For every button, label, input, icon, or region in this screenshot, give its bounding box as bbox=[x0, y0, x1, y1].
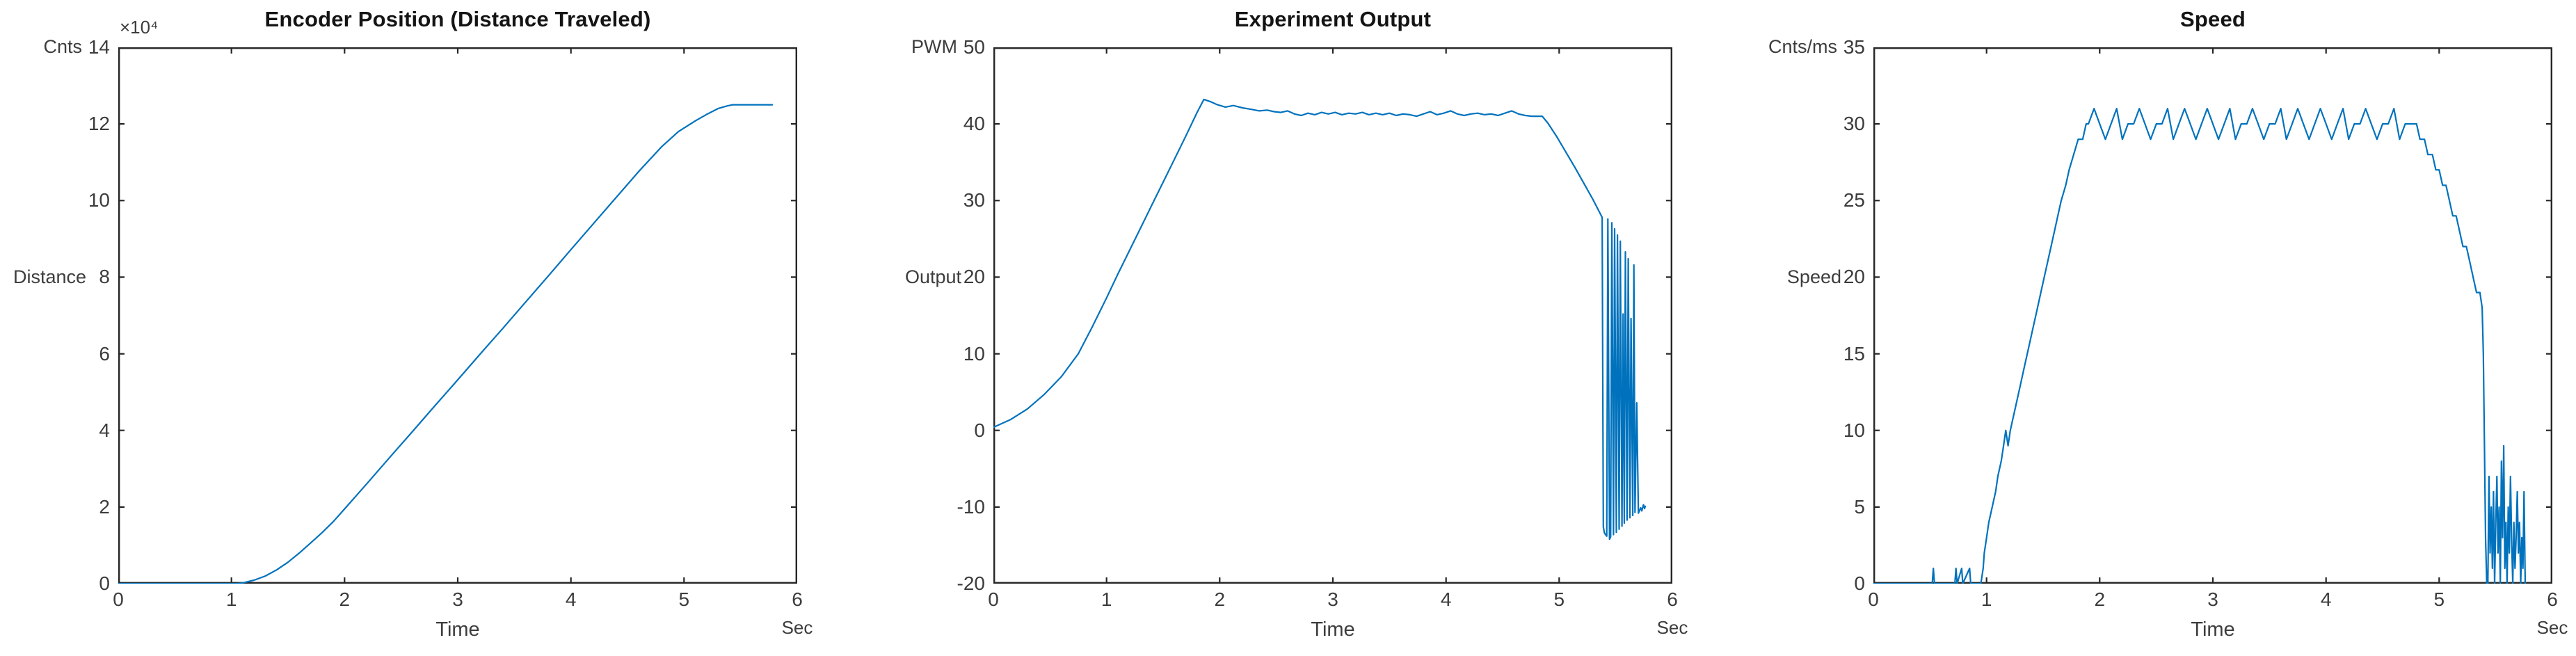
x-tick-label: 1 bbox=[1981, 589, 1992, 610]
x-tick-label: 1 bbox=[1101, 589, 1112, 610]
y-tick-label: 25 bbox=[1843, 189, 1865, 211]
y-axis-unit-label: PWM bbox=[911, 36, 957, 57]
y-tick-label: 15 bbox=[1843, 342, 1865, 365]
chart-title: Experiment Output bbox=[1234, 7, 1432, 31]
x-tick-label: 6 bbox=[792, 589, 803, 610]
x-tick-label: 1 bbox=[225, 589, 237, 610]
plot-area[interactable] bbox=[1873, 47, 2552, 584]
plot-area[interactable] bbox=[993, 47, 1672, 584]
y-tick-label: 12 bbox=[88, 113, 110, 135]
y-tick-label: 8 bbox=[99, 266, 110, 288]
x-tick-label: 3 bbox=[452, 589, 463, 610]
chart-panel-encoder-position: Encoder Position (Distance Traveled) ×10… bbox=[0, 0, 821, 656]
y-tick-label: 30 bbox=[1843, 113, 1865, 135]
x-axis-unit-label: Sec bbox=[781, 617, 813, 638]
x-tick-label: 2 bbox=[2094, 589, 2106, 610]
plot-area[interactable] bbox=[118, 47, 797, 584]
y-axis-unit-label: Cnts bbox=[43, 36, 82, 57]
x-tick-label: 4 bbox=[565, 589, 577, 610]
chart-title: Encoder Position (Distance Traveled) bbox=[264, 7, 651, 31]
x-tick-label: 3 bbox=[2207, 589, 2218, 610]
y-tick-label: 10 bbox=[88, 189, 110, 211]
x-tick-label: 5 bbox=[2433, 589, 2445, 610]
y-tick-label: -20 bbox=[957, 573, 985, 594]
y-tick-label: 14 bbox=[88, 36, 110, 58]
y-tick-label: 4 bbox=[99, 419, 110, 441]
y-tick-label: 10 bbox=[963, 342, 985, 365]
x-axis-label: Time bbox=[2191, 618, 2235, 641]
y-tick-label: 2 bbox=[99, 495, 110, 518]
line-series-svg bbox=[993, 47, 1672, 584]
x-tick-label: 3 bbox=[1327, 589, 1338, 610]
y-tick-label: 0 bbox=[1854, 573, 1865, 594]
x-tick-label: 6 bbox=[2547, 589, 2558, 610]
y-tick-label: -10 bbox=[957, 495, 985, 518]
y-axis-label: Speed bbox=[1786, 266, 1841, 287]
x-tick-label: 0 bbox=[988, 589, 999, 610]
y-tick-label: 40 bbox=[963, 113, 985, 135]
x-axis-unit-label: Sec bbox=[2536, 617, 2568, 638]
y-tick-label: 6 bbox=[99, 342, 110, 365]
y-tick-label: 10 bbox=[1843, 419, 1865, 441]
x-tick-label: 2 bbox=[1214, 589, 1226, 610]
line-series-svg bbox=[118, 47, 797, 584]
x-tick-label: 6 bbox=[1667, 589, 1678, 610]
x-tick-label: 2 bbox=[339, 589, 351, 610]
y-axis-label: Distance bbox=[13, 266, 86, 287]
y-axis-unit-label: Cnts/ms bbox=[1768, 36, 1837, 57]
x-tick-label: 4 bbox=[1440, 589, 1452, 610]
y-tick-label: 20 bbox=[1843, 266, 1865, 288]
x-tick-label: 0 bbox=[113, 589, 124, 610]
y-axis-label: Output bbox=[904, 266, 961, 287]
chart-title: Speed bbox=[2179, 7, 2246, 31]
x-tick-label: 5 bbox=[678, 589, 690, 610]
y-tick-label: 0 bbox=[974, 419, 985, 441]
x-tick-label: 4 bbox=[2320, 589, 2332, 610]
y-tick-label: 20 bbox=[963, 266, 985, 288]
y-axis-exponent-label: ×10⁴ bbox=[120, 17, 159, 38]
y-tick-label: 50 bbox=[963, 36, 985, 58]
y-tick-label: 30 bbox=[963, 189, 985, 211]
chart-panel-speed: Speed Cnts/ms Speed 0 1 2 3 4 5 6 0 5 10 15 20 25 30… bbox=[1755, 0, 2576, 656]
x-axis-unit-label: Sec bbox=[1656, 617, 1688, 638]
y-tick-label: 35 bbox=[1843, 36, 1865, 58]
x-tick-label: 5 bbox=[1553, 589, 1565, 610]
y-tick-label: 0 bbox=[99, 573, 110, 594]
x-axis-label: Time bbox=[435, 618, 480, 641]
line-series-svg bbox=[1873, 47, 2552, 584]
y-tick-label: 5 bbox=[1854, 495, 1865, 518]
x-tick-label: 0 bbox=[1868, 589, 1879, 610]
x-axis-label: Time bbox=[1311, 618, 1355, 641]
chart-panel-experiment-output: Experiment Output PWM Output 0 1 2 3 4 5 6 -20… bbox=[875, 0, 1696, 656]
